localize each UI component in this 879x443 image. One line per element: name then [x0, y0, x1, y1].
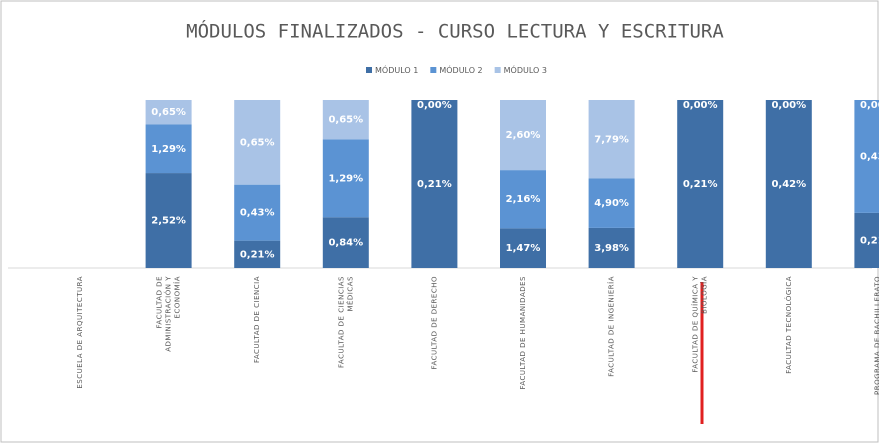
bar-segment	[145, 124, 192, 174]
data-label: 1,29%	[151, 144, 186, 155]
data-label: 4,90%	[594, 198, 629, 209]
x-tick-label: FACULTAD DE HUMANIDADES	[519, 276, 527, 390]
chart-title: MÓDULOS FINALIZADOS - CURSO LECTURA Y ES…	[186, 19, 724, 43]
x-tick-label: ESCUELA DE ARQUITECTURA	[76, 276, 84, 389]
bar-segment	[854, 100, 879, 213]
data-label: 1,47%	[506, 243, 541, 254]
bar-segment	[234, 100, 281, 185]
data-label: 0,21%	[683, 179, 718, 190]
bar-segment	[500, 100, 546, 171]
bar-segment	[588, 227, 635, 268]
bar-segment	[588, 100, 635, 179]
data-label: 0,21%	[417, 179, 452, 190]
legend-label: MÓDULO 1	[375, 64, 418, 75]
bar-segment	[234, 184, 281, 241]
x-tick-label: FACULTAD DE QUÍMICA YBIOLOGÍA	[691, 276, 709, 373]
data-label: 1,29%	[328, 173, 363, 184]
bar-segment	[234, 240, 281, 268]
legend-swatch	[430, 67, 437, 73]
legend-swatch	[366, 67, 372, 73]
bar-segment	[854, 212, 879, 268]
data-label: 0,43%	[860, 151, 879, 162]
bar-segment	[145, 100, 192, 125]
data-label: 3,98%	[594, 243, 629, 254]
x-tick-label: FACULTAD DE CIENCIASMÉDICAS	[337, 276, 354, 368]
bar-segment	[322, 217, 369, 268]
data-label: 0,65%	[151, 107, 186, 118]
data-label: 0,42%	[771, 179, 806, 190]
data-label: 0,00%	[860, 100, 879, 111]
legend-swatch	[494, 67, 501, 73]
bar-segment	[677, 100, 724, 268]
data-label: 0,00%	[683, 100, 718, 111]
data-label: 0,84%	[328, 238, 363, 249]
data-label: 0,65%	[328, 115, 363, 126]
bar-segment	[322, 139, 369, 218]
data-label: 0,00%	[417, 100, 452, 111]
data-label: 0,00%	[771, 100, 806, 111]
data-label: 2,16%	[506, 194, 541, 205]
x-tick-label: FACULTAD DE CIENCIA	[253, 276, 261, 363]
x-tick-label: FACULTAD DE DERECHO	[430, 276, 438, 369]
data-label: 0,43%	[240, 208, 275, 219]
x-tick-label: FACULTAD DE INGENIERÍA	[607, 276, 616, 377]
bar-segment	[411, 100, 458, 268]
bar-segment	[765, 100, 812, 268]
bar-segment	[322, 100, 369, 140]
data-label: 0,21%	[860, 235, 879, 246]
data-label: 2,60%	[506, 130, 541, 141]
data-label: 2,52%	[151, 216, 186, 227]
bar-segment	[500, 228, 546, 268]
bar-segment	[588, 178, 635, 228]
data-label: 0,65%	[240, 137, 275, 148]
data-label: 7,79%	[594, 134, 629, 145]
x-tick-label: FACULTAD TECNOLÓGICA	[784, 276, 793, 374]
x-tick-label: FACULTAD DEADMINISTRACIÓN YECONOMÍA	[156, 276, 182, 352]
data-label: 0,21%	[240, 249, 275, 260]
x-tick-label: PROGRAMA DE BACHILLERATO	[873, 276, 879, 395]
legend-label: MÓDULO 2	[439, 64, 482, 75]
bar-segment	[500, 170, 546, 229]
bar-segment	[145, 173, 192, 268]
legend-label: MÓDULO 3	[504, 64, 547, 75]
